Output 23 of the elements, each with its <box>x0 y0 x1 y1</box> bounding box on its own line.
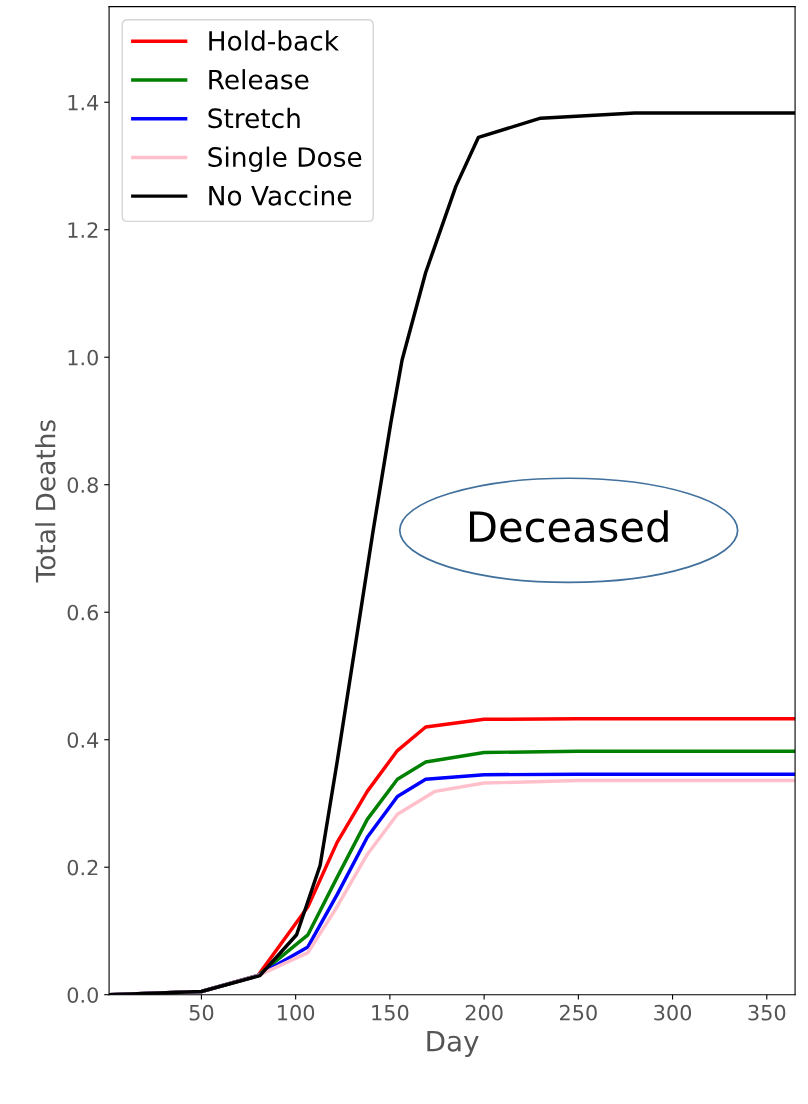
y-tick-label: 1.4 <box>68 94 99 111</box>
x-tick-label: 200 <box>465 1004 503 1021</box>
x-axis-title: Day <box>427 1031 479 1058</box>
legend-label: Stretch <box>208 107 300 129</box>
annotation: Deceased <box>469 510 668 543</box>
y-axis-title: Total Deaths <box>35 420 56 583</box>
x-tick-label: 150 <box>372 1004 409 1021</box>
x-tick-label: 100 <box>278 1004 315 1021</box>
x-tick-label: 250 <box>559 1004 597 1021</box>
x-tick-label: 350 <box>748 1004 786 1021</box>
legend-label: Release <box>209 69 309 90</box>
legend-label: Hold-back <box>209 30 339 51</box>
x-tick-label: 50 <box>189 1004 214 1021</box>
y-tick-label: 1.2 <box>68 222 98 238</box>
y-tick-label: 0.8 <box>67 477 98 493</box>
y-tick-label: 0.0 <box>67 987 98 1003</box>
y-tick-label: 0.2 <box>67 859 98 876</box>
legend-label: No Vaccine <box>209 185 352 206</box>
x-tick-label: 300 <box>654 1004 692 1021</box>
y-tick-label: 1.0 <box>68 349 98 366</box>
y-tick-label: 0.6 <box>67 604 99 621</box>
y-tick-label: 0.4 <box>67 732 99 748</box>
legend-label: Single Dose <box>208 146 362 173</box>
